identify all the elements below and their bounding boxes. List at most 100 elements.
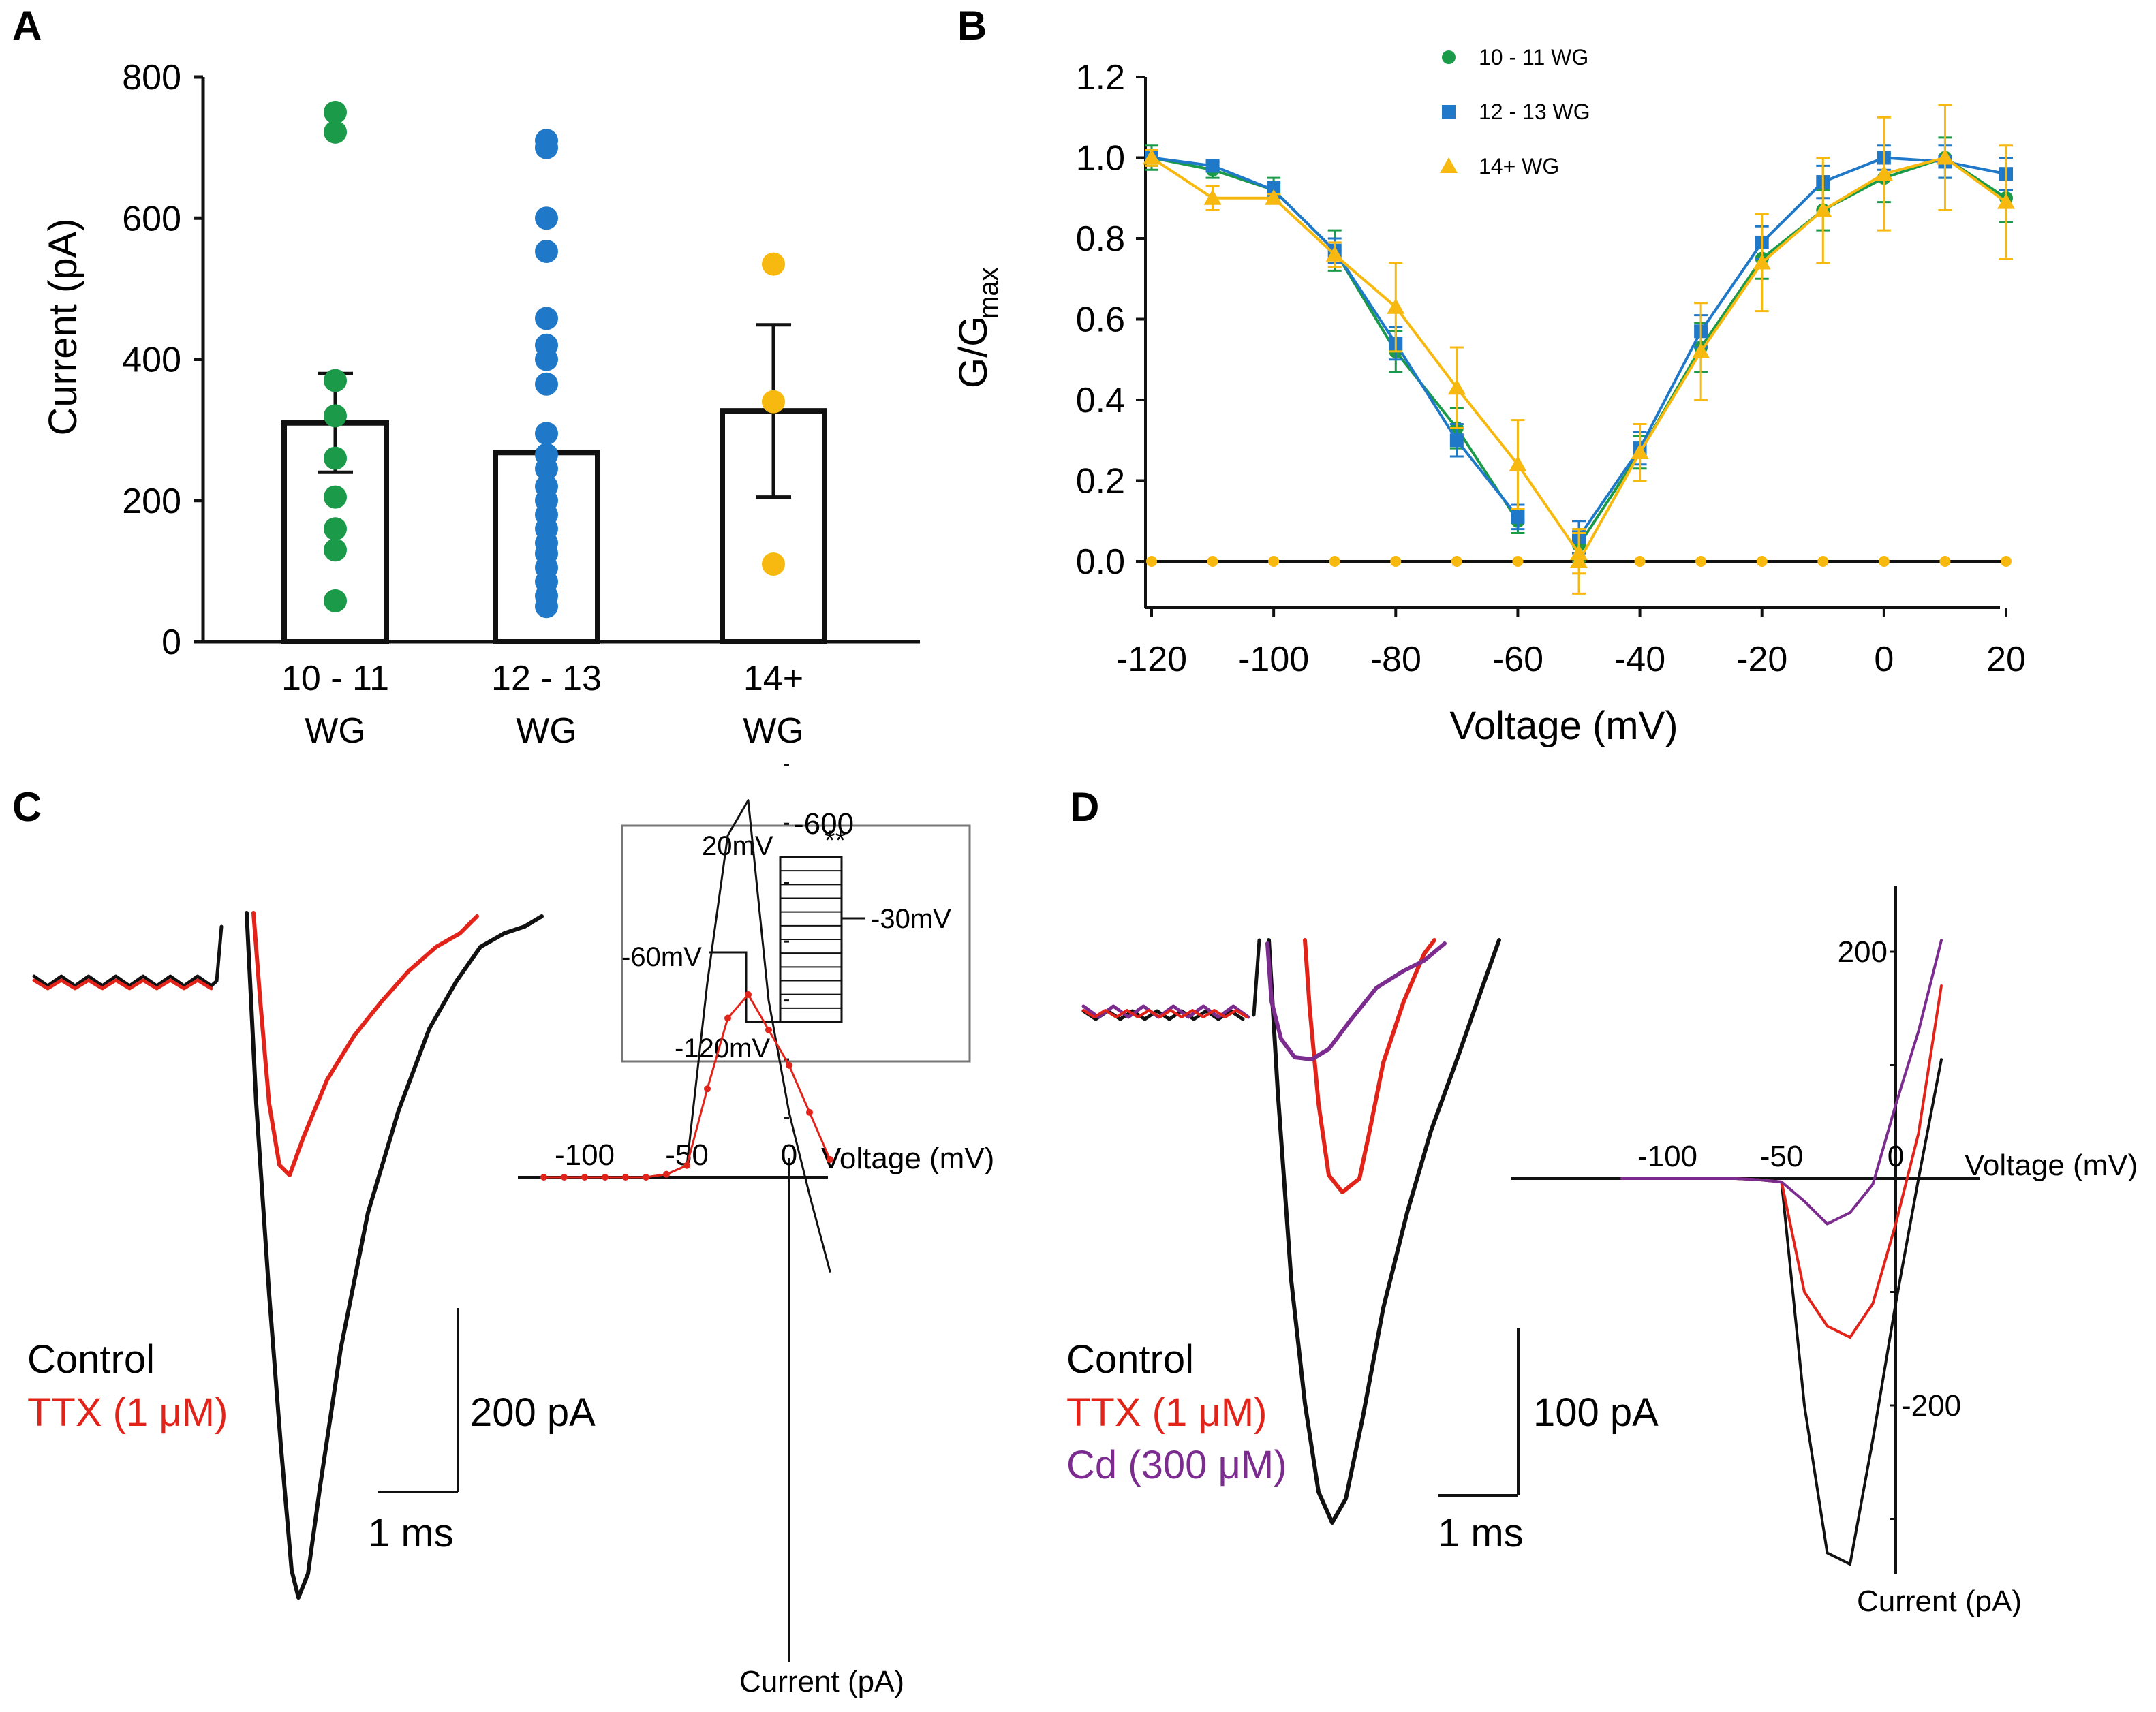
panel-b-baseline-point (1817, 556, 1829, 567)
panel-a-ytick-label: 600 (122, 199, 181, 238)
panel-c-iv-point (806, 1108, 813, 1116)
panel-c-trace-ttx (251, 911, 479, 1177)
panel-d-iv-xtick-label: 0 (1888, 1140, 1904, 1173)
panel-b-legend-marker (1442, 105, 1456, 119)
panel-d-iv-ytick-label: 200 (1838, 935, 1888, 969)
panel-d-iv-series (1620, 1058, 1943, 1566)
panel-b-baseline-point (1634, 556, 1646, 567)
panel-b-datapoint (1449, 433, 1464, 448)
panel-b-ylabel-main: G/G (951, 316, 996, 388)
panel-a-datapoint (762, 552, 785, 576)
panel-a-datapoint (535, 372, 558, 396)
panel-c-iv-xtick-label: -100 (555, 1138, 615, 1172)
panel-letter-c: C (12, 784, 42, 830)
panel-c-label-control: Control (27, 1337, 155, 1382)
panel-b-baseline-point (1756, 556, 1768, 567)
panel-b-datapoint (1570, 552, 1588, 568)
panel-b-datapoint (1447, 379, 1466, 395)
panel-b-xtick-label: -80 (1370, 640, 1421, 679)
panel-c-iv-point (683, 1162, 690, 1169)
panel-c-iv-point (704, 1085, 711, 1093)
panel-d-iv-series (1620, 939, 1943, 1226)
panel-a-datapoint (324, 120, 347, 144)
panel-b-legend-label: 12 - 13 WG (1479, 99, 1590, 124)
panel-b-ylabel: G/G max (951, 267, 1004, 388)
panel-b-datapoint (1753, 253, 1771, 270)
panel-d: Control TTX (1 μM) Cd (300 μM) 100 pA 1 … (1066, 886, 2138, 1618)
panel-b-datapoint (1692, 342, 1710, 358)
panel-c-protocol-box (621, 824, 971, 1063)
panel-c-iv-xlabel: Voltage (mV) (821, 1142, 994, 1175)
panel-b-legend-marker (1442, 50, 1456, 64)
panel-a-datapoint (324, 538, 347, 562)
panel-c-scalebar-y-label: 200 pA (470, 1390, 596, 1435)
protocol-step-hold (709, 951, 780, 1023)
panel-c-iv-point (724, 1014, 731, 1022)
panel-letter-b: B (957, 3, 987, 48)
panel-a-category-label: 10 - 11 (281, 659, 389, 698)
panel-b-datapoint (1631, 443, 1649, 460)
panel-letter-d: D (1070, 784, 1099, 830)
panel-b-baseline-point (1939, 556, 1951, 567)
panel-b-baseline-point (1695, 556, 1707, 567)
panel-d-label-cd: Cd (300 μM) (1066, 1443, 1287, 1487)
panel-d-iv-xtick-label: -50 (1760, 1140, 1804, 1173)
panel-b-xtick-label: -20 (1736, 640, 1787, 679)
panel-a-datapoint (324, 404, 347, 428)
panel-a-ytick-label: 0 (161, 623, 181, 662)
panel-b-baseline-point (1207, 556, 1218, 567)
panel-b-datapoint (1387, 298, 1405, 314)
panel-b-baseline-point (1451, 556, 1462, 567)
panel-b-datapoint (1997, 193, 2015, 209)
panel-b-series-line (1150, 156, 1520, 518)
panel-b-series-line (1577, 156, 2007, 563)
panel-b-ytick-label: 0.2 (1076, 462, 1125, 501)
panel-c-trace-control (245, 911, 544, 1600)
panel-b-baseline-point (1512, 556, 1524, 567)
panel-b-datapoint (1205, 159, 1220, 173)
panel-a-bar-chart: Current (pA) 0 200 400 600 800 10 - 11 WG 12 - … (41, 58, 920, 751)
panel-c-iv-point (765, 1026, 772, 1033)
protocol-label-stars: ** (825, 826, 846, 856)
panel-b-baseline-point (1329, 556, 1340, 567)
panel-a-ylabel: Current (pA) (41, 218, 85, 435)
panel-b-ylabel-sub: max (974, 267, 1004, 319)
panel-d-scalebar-x-label: 1 ms (1438, 1511, 1524, 1555)
panel-b-datapoint (1570, 544, 1588, 561)
panel-b-ytick-label: 0.0 (1076, 542, 1125, 582)
panel-d-trace-ttx-baseline (1082, 1009, 1248, 1018)
panel-b-series-line (1150, 156, 1580, 555)
panel-c-iv-ytick-label: -600 (794, 807, 854, 841)
panel-a-category-label: WG (743, 711, 804, 751)
panel-a-category-label: WG (305, 711, 366, 751)
panel-b-ytick-label: 0.4 (1076, 381, 1125, 420)
panel-c-iv-point (622, 1174, 629, 1181)
panel-a-datapoint (535, 239, 558, 263)
panel-d-iv-xtick-label: -100 (1637, 1140, 1697, 1173)
panel-a-ytick-label: 200 (122, 482, 181, 521)
panel-b-datapoint (1936, 149, 1954, 165)
panel-a-ytick-label: 400 (122, 341, 181, 380)
panel-b-xtick-label: -40 (1614, 640, 1665, 679)
panel-b-legend-label: 10 - 11 WG (1479, 45, 1588, 69)
panel-b-xtick-label: -120 (1116, 640, 1187, 679)
panel-b-legend-marker (1440, 157, 1458, 173)
panel-b-datapoint (1203, 189, 1222, 205)
panel-c-iv-point (663, 1170, 670, 1178)
panel-a-datapoint (535, 136, 558, 159)
panel-a-datapoint (324, 485, 347, 509)
panel-b-ytick-label: 0.6 (1076, 300, 1125, 340)
panel-a-datapoint (762, 252, 785, 276)
panel-c-iv-xtick-label: 0 (781, 1138, 797, 1172)
panel-b-ytick-label: 0.8 (1076, 219, 1125, 259)
panel-d-iv-xlabel: Voltage (mV) (1965, 1149, 2138, 1182)
panel-c-trace-ttx-baseline (32, 978, 213, 991)
panel-b-datapoint (1509, 455, 1527, 471)
panel-letter-a: A (12, 3, 42, 48)
panel-a-datapoint (535, 595, 558, 619)
panel-b-baseline-point (1390, 556, 1402, 567)
panel-b-datapoint (1265, 189, 1283, 205)
panel-a-datapoint (324, 100, 347, 124)
panel-b-xtick-label: 0 (1874, 640, 1894, 679)
